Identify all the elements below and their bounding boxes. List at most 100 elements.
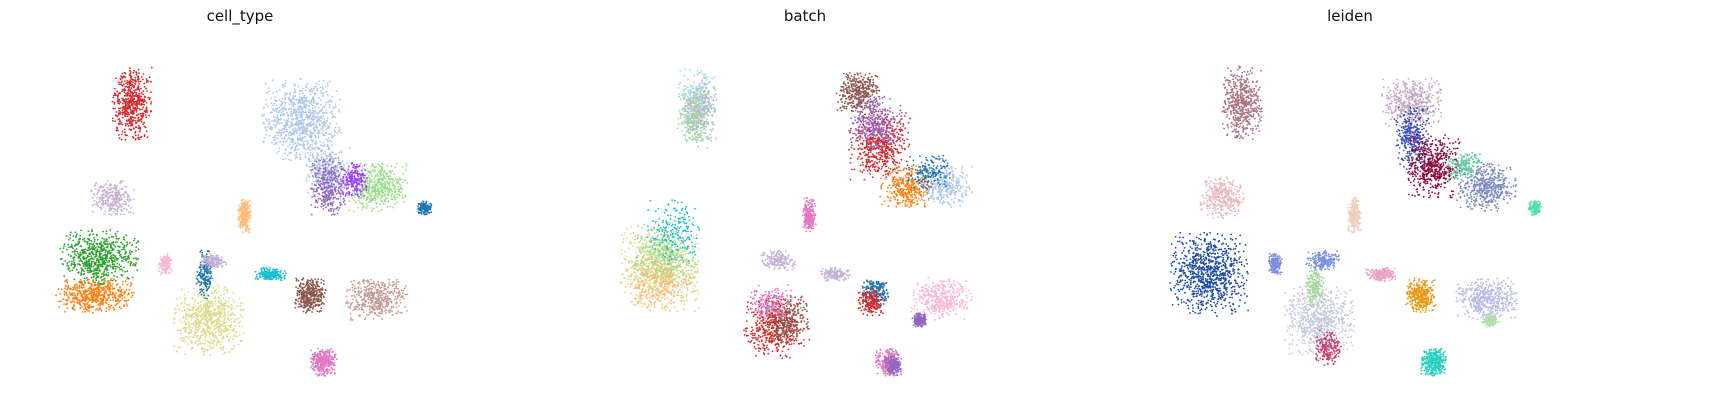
point [94, 301, 97, 303]
point [285, 128, 288, 131]
point [194, 329, 197, 332]
point [86, 296, 89, 299]
point [106, 287, 109, 290]
point [96, 203, 99, 205]
point [320, 128, 322, 131]
point [128, 211, 130, 214]
point [279, 118, 282, 120]
point [380, 181, 383, 184]
point [129, 120, 132, 122]
point [113, 203, 115, 206]
point [268, 87, 270, 89]
point [72, 247, 74, 250]
point [373, 177, 376, 180]
point [331, 113, 334, 115]
point [223, 319, 226, 322]
point [195, 318, 198, 320]
point [108, 294, 111, 296]
point [134, 89, 137, 91]
point [55, 294, 57, 297]
point [66, 288, 69, 291]
point [186, 336, 189, 338]
point [135, 80, 138, 83]
point [104, 251, 107, 254]
point [61, 251, 64, 254]
point [290, 117, 293, 120]
point [137, 124, 140, 127]
point [298, 98, 301, 100]
point [359, 162, 362, 165]
point [115, 303, 118, 306]
point [308, 88, 311, 91]
point [196, 275, 199, 277]
point [319, 99, 322, 102]
point [181, 310, 184, 313]
point [120, 75, 122, 78]
point [300, 102, 302, 105]
point [108, 308, 110, 311]
point [218, 334, 221, 336]
point [324, 86, 327, 88]
point [103, 240, 106, 243]
point [71, 306, 74, 309]
point [104, 191, 106, 193]
point [122, 102, 124, 105]
point [385, 181, 387, 184]
point [396, 180, 398, 183]
point [135, 121, 138, 124]
point [99, 257, 102, 260]
point [75, 283, 78, 286]
point [301, 101, 304, 104]
point [81, 296, 84, 299]
point [285, 139, 288, 142]
point [77, 301, 80, 303]
point [84, 265, 87, 267]
point [298, 109, 301, 111]
point [131, 244, 133, 247]
point [116, 115, 119, 118]
point [84, 307, 87, 310]
point [84, 291, 87, 294]
point [143, 82, 146, 85]
point [109, 197, 111, 200]
point [94, 284, 97, 286]
point [79, 280, 82, 283]
point [219, 316, 222, 319]
point [123, 266, 125, 269]
point [388, 177, 391, 180]
point [196, 278, 199, 281]
point [330, 163, 333, 166]
point [105, 274, 108, 277]
point [124, 72, 127, 75]
point [214, 319, 217, 322]
point [188, 303, 190, 306]
point [127, 125, 130, 127]
point [103, 296, 106, 299]
point [227, 311, 230, 313]
point [132, 94, 134, 97]
point [293, 91, 296, 94]
point [209, 283, 212, 286]
point [138, 72, 140, 75]
point [130, 111, 132, 114]
point [265, 99, 267, 101]
point [290, 111, 293, 114]
point [105, 249, 108, 252]
point [203, 273, 205, 276]
point [319, 140, 321, 143]
point [292, 112, 294, 115]
point [141, 108, 143, 111]
point [314, 135, 317, 138]
point [396, 196, 399, 198]
point [319, 86, 322, 88]
point [381, 166, 384, 168]
point [295, 154, 298, 156]
point [289, 131, 291, 134]
point [183, 300, 186, 303]
point [103, 274, 105, 276]
point [388, 175, 390, 178]
point [67, 265, 70, 267]
point [208, 336, 211, 339]
point [317, 137, 320, 139]
point [295, 118, 297, 120]
